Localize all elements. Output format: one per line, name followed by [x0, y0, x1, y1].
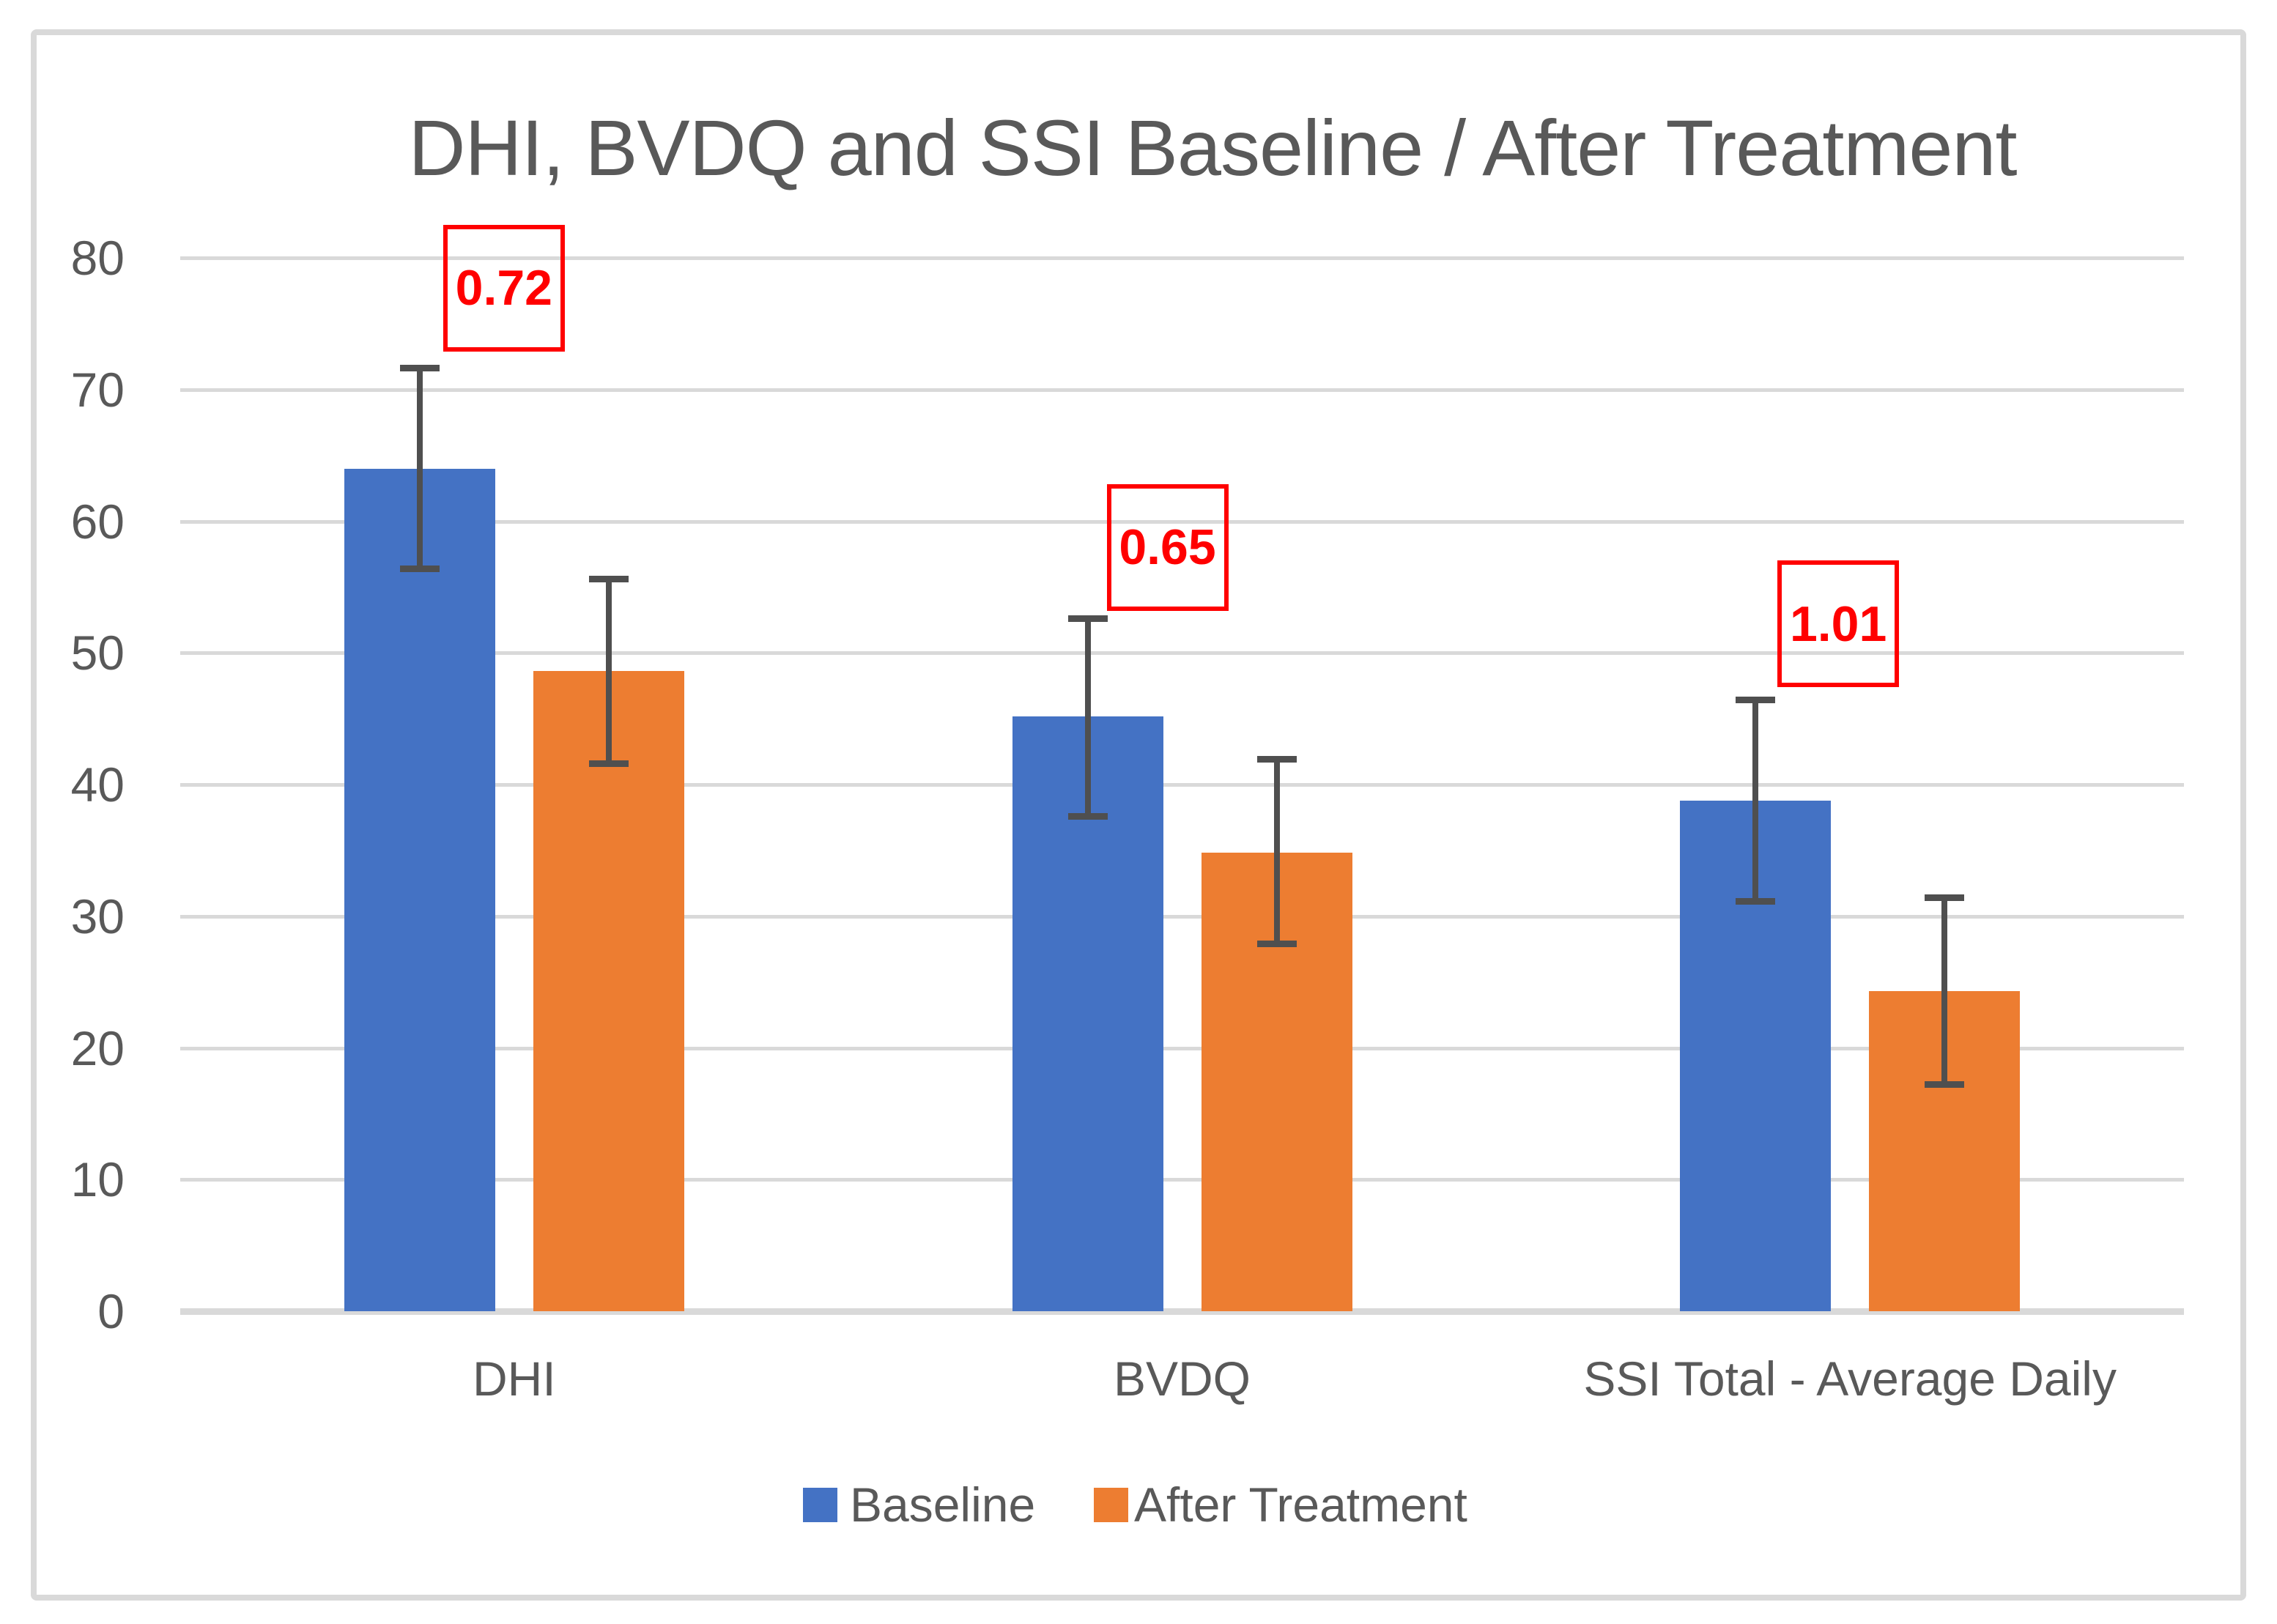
gridline-70	[180, 388, 2184, 392]
error-bar-cap-top	[1925, 894, 1965, 902]
effect-size-value: 0.65	[1119, 519, 1216, 576]
y-tick-label-70: 70	[70, 362, 125, 417]
error-bar-cap-top	[1256, 756, 1297, 763]
gridline-0	[180, 1308, 2184, 1315]
gridline-40	[180, 783, 2184, 787]
y-tick-label-10: 10	[70, 1152, 125, 1207]
gridline-10	[180, 1178, 2184, 1182]
y-tick-label-30: 30	[70, 889, 125, 943]
gridline-80	[180, 256, 2184, 260]
error-bar-cap-top	[399, 365, 440, 372]
effect-size-annotation-bvdq: 0.65	[1106, 484, 1229, 611]
gridline-20	[180, 1046, 2184, 1050]
error-bar-cap-top	[1736, 697, 1776, 704]
effect-size-annotation-dhi: 0.72	[443, 225, 565, 352]
error-bar	[1273, 759, 1280, 944]
effect-size-value: 0.72	[455, 260, 552, 316]
legend-swatch-baseline	[803, 1488, 837, 1522]
gridline-50	[180, 651, 2184, 656]
error-bar	[1084, 618, 1091, 817]
legend-label-baseline: Baseline	[850, 1477, 1036, 1532]
error-bar-cap-bottom	[1067, 812, 1108, 820]
error-bar-cap-bottom	[588, 760, 629, 767]
y-tick-label-50: 50	[70, 626, 125, 681]
y-tick-label-0: 0	[97, 1284, 125, 1338]
error-bar	[605, 579, 612, 764]
error-bar-cap-bottom	[1256, 940, 1297, 947]
error-bar-cap-bottom	[399, 565, 440, 572]
effect-size-annotation-ssi: 1.01	[1777, 560, 1900, 687]
error-bar-cap-bottom	[1736, 898, 1776, 905]
y-tick-label-60: 60	[70, 494, 125, 549]
effect-size-value: 1.01	[1789, 596, 1887, 652]
error-bar	[416, 368, 423, 569]
x-axis-label-ssi: SSI Total - Average Daily	[1583, 1352, 2117, 1406]
error-bar-cap-top	[1067, 615, 1108, 622]
y-tick-label-80: 80	[70, 231, 125, 285]
chart-border	[31, 29, 2246, 1601]
y-tick-label-20: 20	[70, 1020, 125, 1075]
error-bar-cap-top	[588, 576, 629, 583]
error-bar	[1941, 897, 1948, 1085]
x-axis-label-dhi: DHI	[472, 1352, 556, 1406]
error-bar	[1752, 700, 1759, 902]
y-tick-label-40: 40	[70, 757, 125, 812]
chart-title: DHI, BVDQ and SSI Baseline / After Treat…	[408, 103, 2018, 192]
bar-baseline-dhi	[344, 468, 495, 1311]
error-bar-cap-bottom	[1925, 1081, 1965, 1089]
gridline-30	[180, 914, 2184, 919]
x-axis-label-bvdq: BVDQ	[1113, 1352, 1251, 1406]
legend-label-after-treatment: After Treatment	[1134, 1477, 1467, 1532]
legend-swatch-after-treatment	[1094, 1488, 1128, 1522]
bar-after-treatment-dhi	[533, 671, 684, 1311]
gridline-60	[180, 519, 2184, 524]
